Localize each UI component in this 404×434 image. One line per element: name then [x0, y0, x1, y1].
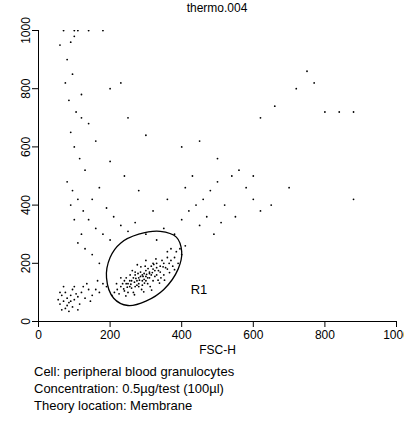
svg-text:1000: 1000 [383, 328, 404, 342]
html-text:thermo.004: thermo.004 [186, 1, 248, 15]
svg-text:0: 0 [19, 318, 33, 325]
svg-text:0: 0 [35, 328, 42, 342]
svg-text:600: 600 [19, 137, 33, 157]
svg-text:400: 400 [172, 328, 192, 342]
svg-text:800: 800 [19, 78, 33, 98]
svg-text:600: 600 [243, 328, 263, 342]
svg-text:FSC-H: FSC-H [199, 343, 236, 357]
html-text:Concentration: 0.5µg/test (100: Concentration: 0.5µg/test (100µl) [34, 381, 224, 396]
html-text:Theory location: Membrane: Theory location: Membrane [34, 398, 193, 413]
svg-text:200: 200 [100, 328, 120, 342]
svg-text:R1: R1 [191, 282, 208, 297]
svg-text:800: 800 [315, 328, 335, 342]
svg-text:1000: 1000 [19, 17, 33, 44]
html-text:Cell: peripheral blood granulo: Cell: peripheral blood granulocytes [34, 364, 235, 379]
svg-text:200: 200 [19, 253, 33, 273]
svg-text:400: 400 [19, 195, 33, 215]
